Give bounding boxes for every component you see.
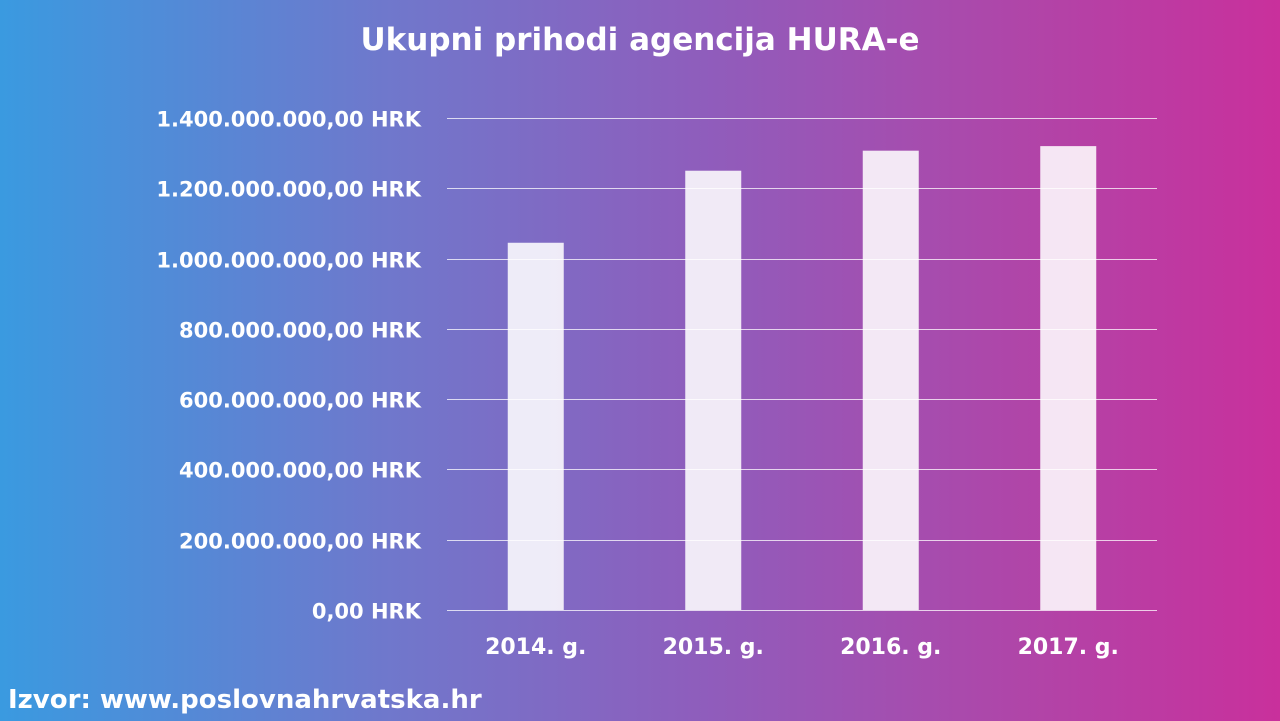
y-tick-label: 1.200.000.000,00 HRK bbox=[156, 178, 421, 202]
y-tick-label: 800.000.000,00 HRK bbox=[179, 319, 422, 343]
bar bbox=[1040, 146, 1097, 610]
y-tick-label: 0,00 HRK bbox=[312, 600, 422, 624]
gridlines bbox=[447, 118, 1157, 611]
x-tick-label: 2016. g. bbox=[840, 635, 941, 660]
bar bbox=[507, 242, 564, 610]
y-tick-label: 600.000.000,00 HRK bbox=[179, 389, 422, 413]
y-tick-label: 200.000.000,00 HRK bbox=[179, 530, 422, 554]
bar bbox=[685, 170, 742, 610]
x-tick-label: 2015. g. bbox=[663, 635, 764, 660]
y-tick-label: 1.400.000.000,00 HRK bbox=[156, 108, 421, 132]
x-axis-ticks: 2014. g. 2015. g. 2016. g. 2017. g. bbox=[485, 635, 1119, 660]
bars bbox=[507, 146, 1097, 610]
x-tick-label: 2017. g. bbox=[1018, 635, 1119, 660]
bar bbox=[862, 150, 919, 610]
y-tick-label: 400.000.000,00 HRK bbox=[179, 459, 422, 483]
y-tick-label: 1.000.000.000,00 HRK bbox=[156, 249, 421, 273]
chart-title: Ukupni prihodi agencija HURA-e bbox=[360, 22, 920, 58]
x-tick-label: 2014. g. bbox=[485, 635, 586, 660]
y-axis-ticks: 0,00 HRK 200.000.000,00 HRK 400.000.000,00… bbox=[156, 108, 421, 624]
source-note: Izvor: www.poslovnahrvatska.hr bbox=[8, 685, 482, 715]
